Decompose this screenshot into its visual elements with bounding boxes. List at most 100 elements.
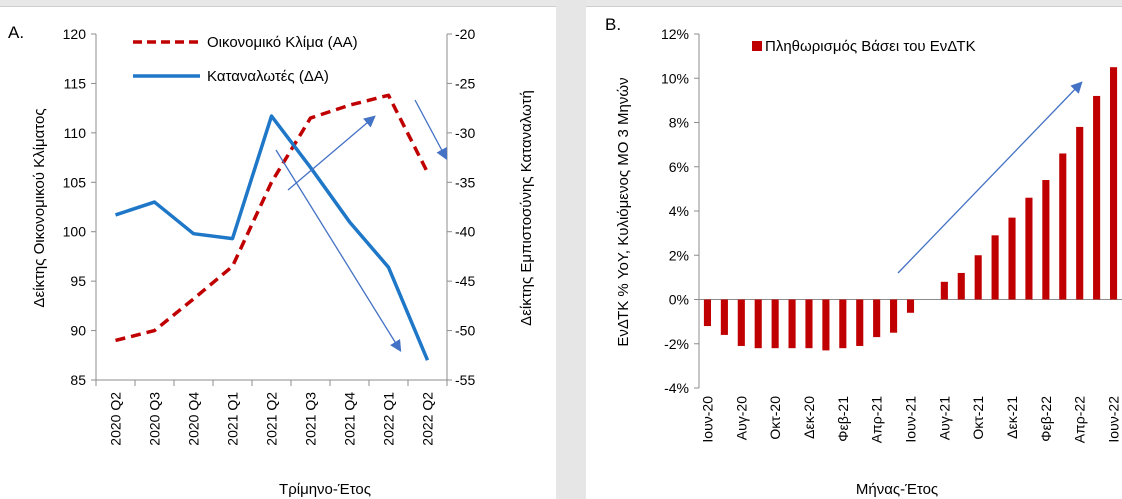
bar	[1025, 197, 1033, 300]
y-tick-label: 4%	[669, 203, 689, 219]
right-y-tick-label: -30	[455, 125, 475, 141]
x-tick-label: 2020 Q4	[186, 392, 202, 446]
legend-label-consumers: Καταναλωτές (ΔΑ)	[207, 68, 329, 85]
bar	[1093, 95, 1101, 300]
y-tick-label: -4%	[664, 380, 689, 396]
x-tick-label: 2021 Q3	[303, 392, 319, 446]
bar	[940, 281, 948, 300]
chart-a-legend: Οικονομικό Κλίμα (ΑΑ) Καταναλωτές (ΔΑ)	[133, 34, 358, 85]
bar	[720, 299, 728, 335]
left-y-tick-label: 85	[70, 372, 86, 388]
chart-a-axes: 85 90 95 100 105 110 115 120 -55 -50 -45 -40 -35 -30 -…	[63, 26, 476, 446]
chart-b: B. -4% -2% 0% 2% 4% 6% 8% 10% 12% Ιουν-20 Αυγ-20 Οκ…	[605, 15, 1122, 498]
bar	[1042, 180, 1050, 300]
right-y-tick-label: -55	[455, 372, 475, 388]
chart-b-arrows	[897, 81, 1083, 274]
chart-a-lines	[114, 93, 430, 361]
right-y-tick-label: -35	[455, 174, 475, 190]
x-tick-label: Ιουν-21	[903, 396, 919, 443]
x-tick-label: 2020 Q3	[147, 392, 163, 446]
chart-b-bars	[703, 67, 1118, 351]
left-y-tick-label: 115	[64, 75, 87, 91]
chart-b-x-axis-title: Μήνας-Έτος	[856, 481, 938, 498]
bar	[1008, 217, 1016, 300]
series-line-economic-climate	[115, 93, 430, 343]
bar	[737, 299, 745, 346]
y-tick-label: 8%	[669, 115, 689, 131]
x-tick-label: Δεκ-21	[1004, 396, 1020, 439]
chart-a-left-axis-title: Δείκτης Οικονομικού Κλίματος	[31, 108, 48, 307]
legend-label-economic-climate: Οικονομικό Κλίμα (ΑΑ)	[207, 34, 358, 51]
trend-arrow-down	[275, 149, 402, 352]
panel-a-label: A.	[8, 23, 24, 42]
chart-b-axes: -4% -2% 0% 2% 4% 6% 8% 10% 12% Ιουν-20 Αυγ-20 Οκτ-2…	[661, 26, 1122, 443]
x-tick-label: Οκτ-21	[970, 396, 986, 440]
left-y-tick-label: 95	[70, 273, 86, 289]
bar	[1076, 126, 1084, 300]
x-tick-label: Φεβ-22	[1038, 396, 1054, 442]
chart-b-y-axis-title: ΕνΔΤΚ % YoY, Κυλιόμενος ΜΟ 3 Μηνών	[615, 77, 632, 346]
right-y-tick-label: -50	[455, 323, 475, 339]
y-tick-label: 6%	[669, 159, 689, 175]
bar	[805, 299, 813, 349]
right-y-tick-label: -20	[455, 26, 475, 42]
bar	[771, 299, 779, 349]
bar	[754, 299, 762, 349]
right-y-tick-label: -40	[455, 224, 475, 240]
bar	[1109, 67, 1118, 300]
x-tick-label: 2022 Q2	[420, 392, 436, 446]
bar	[906, 299, 915, 313]
x-tick-label: 2021 Q4	[342, 392, 358, 446]
y-tick-label: 10%	[661, 70, 689, 86]
x-tick-label: Απρ-22	[1072, 396, 1088, 443]
bar	[957, 272, 965, 300]
y-tick-label: 0%	[669, 292, 689, 308]
y-tick-label: 12%	[661, 26, 689, 42]
bar	[856, 299, 864, 346]
y-tick-label: -2%	[664, 336, 689, 352]
bar	[1059, 153, 1067, 300]
x-tick-label: 2021 Q1	[225, 392, 241, 446]
bar	[890, 299, 898, 333]
left-y-tick-label: 120	[63, 26, 87, 42]
x-tick-label: Δεκ-20	[801, 396, 817, 439]
x-tick-label: 2020 Q2	[108, 392, 124, 446]
trend-arrow-up	[287, 115, 376, 191]
right-y-tick-label: -45	[455, 273, 475, 289]
x-tick-label: Ιουν-22	[1106, 396, 1122, 443]
bar	[822, 299, 830, 351]
legend-swatch-inflation	[752, 41, 762, 51]
chart-a-right-axis-title: Δείκτης Εμπιστοσύνης Καταναλωτή	[518, 90, 535, 326]
x-tick-label: Απρ-21	[869, 396, 885, 443]
left-y-tick-label: 100	[63, 224, 87, 240]
trend-arrow-up	[897, 81, 1083, 274]
x-tick-label: 2021 Q2	[264, 392, 280, 446]
bar	[873, 299, 881, 338]
trend-arrow-right	[414, 99, 448, 161]
legend-label-inflation: Πληθωρισμός Βάσει του ΕνΔΤΚ	[765, 38, 976, 55]
chart-a-arrows	[275, 99, 448, 352]
bar	[703, 299, 712, 327]
x-tick-label: Αυγ-21	[936, 396, 952, 440]
chart-b-legend: Πληθωρισμός Βάσει του ΕνΔΤΚ	[752, 38, 976, 55]
left-y-tick-label: 110	[64, 125, 87, 141]
x-tick-label: Φεβ-21	[835, 396, 851, 442]
bar	[991, 235, 999, 300]
chart-a-x-axis-title: Τρίμηνο-Έτος	[279, 481, 371, 498]
bar	[974, 255, 982, 300]
y-tick-label: 2%	[669, 247, 689, 263]
x-tick-label: 2022 Q1	[381, 392, 397, 446]
x-tick-label: Ιουν-20	[699, 396, 715, 443]
panel-divider	[556, 0, 586, 499]
left-y-tick-label: 90	[70, 323, 86, 339]
series-line-consumers	[114, 114, 430, 361]
panel-b-label: B.	[605, 15, 621, 34]
bar	[839, 299, 847, 349]
bar	[788, 299, 796, 349]
x-tick-label: Αυγ-20	[733, 396, 749, 440]
left-y-tick-label: 105	[63, 174, 87, 190]
x-tick-label: Οκτ-20	[767, 396, 783, 440]
chart-a: A. 85 90 95 100 105 110 115 120 -55 -50 -45 -40 -35 -…	[8, 23, 535, 498]
right-y-tick-label: -25	[455, 75, 475, 91]
